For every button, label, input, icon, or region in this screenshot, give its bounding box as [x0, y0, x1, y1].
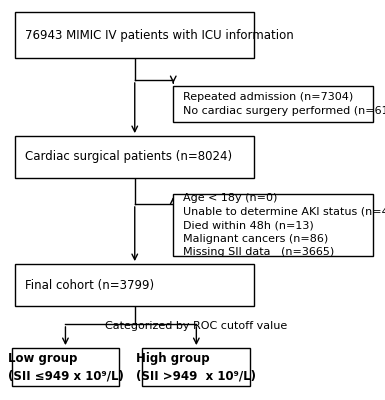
FancyBboxPatch shape: [15, 136, 254, 178]
FancyBboxPatch shape: [142, 348, 250, 386]
Text: Repeated admission (n=7304)
No cardiac surgery performed (n=61,615): Repeated admission (n=7304) No cardiac s…: [183, 92, 385, 116]
Text: Cardiac surgical patients (n=8024): Cardiac surgical patients (n=8024): [25, 150, 232, 164]
FancyBboxPatch shape: [15, 264, 254, 306]
FancyBboxPatch shape: [12, 348, 119, 386]
FancyBboxPatch shape: [173, 194, 373, 256]
Text: Final cohort (n=3799): Final cohort (n=3799): [25, 278, 154, 292]
Text: High group
(SII >949  x 10⁹/L): High group (SII >949 x 10⁹/L): [136, 352, 256, 382]
FancyBboxPatch shape: [173, 86, 373, 122]
Text: Low group
(SII ≤949 x 10⁹/L): Low group (SII ≤949 x 10⁹/L): [8, 352, 123, 382]
Text: 76943 MIMIC IV patients with ICU information: 76943 MIMIC IV patients with ICU informa…: [25, 28, 294, 42]
Text: Categorized by ROC cutoff value: Categorized by ROC cutoff value: [105, 321, 288, 331]
Text: Age < 18y (n=0)
Unable to determine AKI status (n=461)
Died within 48h (n=13)
Ma: Age < 18y (n=0) Unable to determine AKI …: [183, 193, 385, 257]
FancyBboxPatch shape: [15, 12, 254, 58]
